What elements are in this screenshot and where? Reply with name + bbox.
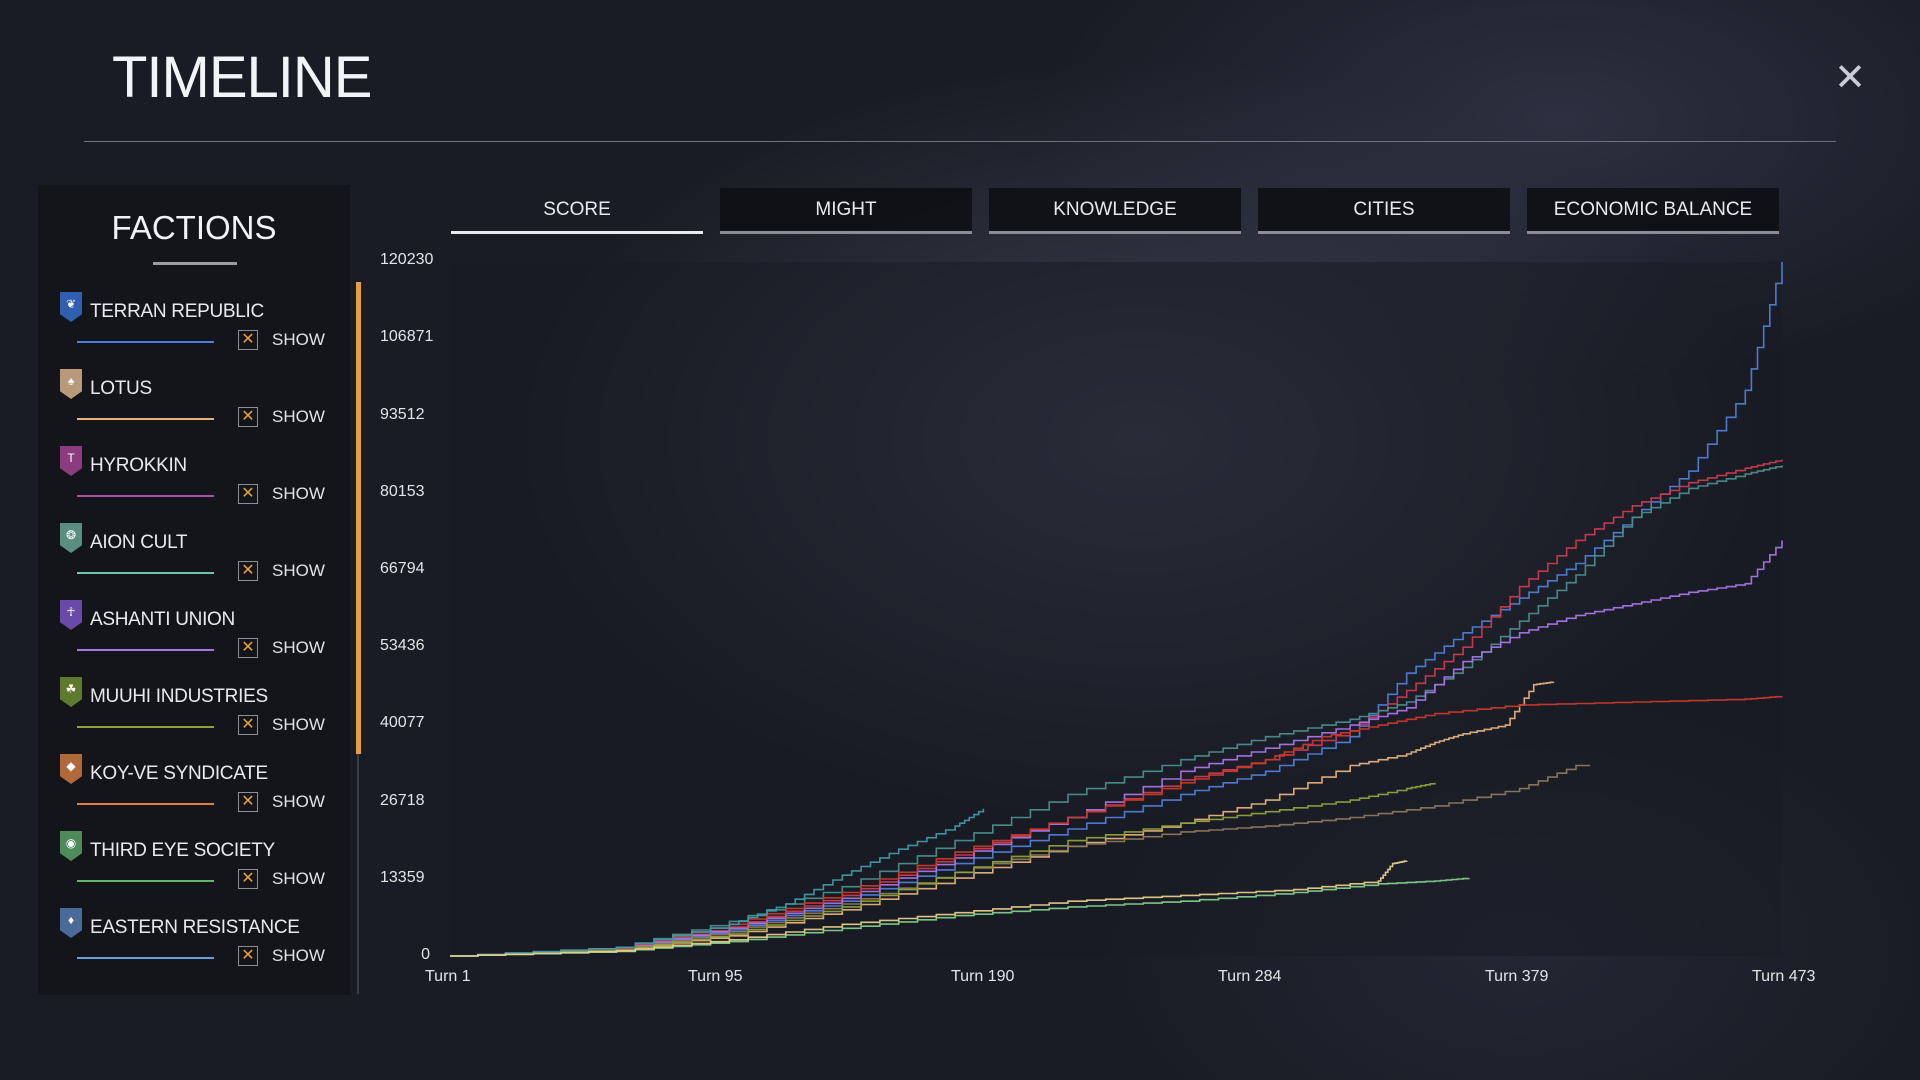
show-checkbox[interactable]: ✕ [238, 946, 258, 966]
show-label: SHOW [272, 946, 325, 965]
gear-icon: ☘ [60, 677, 82, 707]
series-line-9 [450, 877, 1470, 957]
faction-line-swatch [77, 572, 214, 574]
x-tick-label: Turn 190 [951, 968, 1015, 985]
series-line-5 [450, 695, 1783, 957]
faction-item: ☘ MUUHI INDUSTRIES ✕ SHOW [60, 677, 330, 753]
faction-item: T HYROKKIN ✕ SHOW [60, 446, 330, 522]
series-line-8 [450, 808, 985, 957]
lotus-icon: ♠ [60, 369, 82, 399]
faction-name: EASTERN RESISTANCE [90, 917, 300, 938]
faction-name: HYROKKIN [90, 455, 187, 476]
x-tick-label: Turn 379 [1485, 968, 1549, 985]
x-tick-label: Turn 1 [425, 968, 471, 985]
show-checkbox[interactable]: ✕ [238, 561, 258, 581]
y-tick-label: 0 [421, 946, 430, 963]
y-tick-label: 120230 [380, 251, 434, 269]
faction-line-swatch [77, 495, 214, 497]
x-tick-label: Turn 95 [688, 968, 743, 985]
show-label: SHOW [272, 869, 325, 888]
faction-item: ◉ THIRD EYE SOCIETY ✕ SHOW [60, 831, 330, 907]
series-line-0 [450, 262, 1783, 957]
show-checkbox[interactable]: ✕ [238, 638, 258, 658]
factions-title-underline [153, 262, 237, 265]
y-tick-label: 40077 [380, 714, 425, 732]
show-label: SHOW [272, 484, 325, 503]
diamond-icon: ◆ [60, 754, 82, 784]
faction-name: MUUHI INDUSTRIES [90, 686, 268, 707]
header-divider [84, 141, 1836, 142]
show-checkbox[interactable]: ✕ [238, 715, 258, 735]
tab-economic-balance[interactable]: ECONOMIC BALANCE [1527, 188, 1779, 234]
y-tick-label: 93512 [380, 405, 425, 423]
faction-name: TERRAN REPUBLIC [90, 301, 264, 322]
show-label: SHOW [272, 561, 325, 580]
close-icon[interactable]: ✕ [1834, 57, 1866, 99]
page-title: TIMELINE [112, 45, 372, 110]
faction-item: ♦ EASTERN RESISTANCE ✕ SHOW [60, 908, 330, 984]
show-checkbox[interactable]: ✕ [238, 484, 258, 504]
factions-title: FACTIONS [111, 209, 277, 246]
faction-line-swatch [77, 880, 214, 882]
faction-item: ◆ KOY-VE SYNDICATE ✕ SHOW [60, 754, 330, 830]
tab-score[interactable]: SCORE [451, 188, 703, 234]
faction-list-scrollbar-thumb[interactable] [356, 282, 361, 754]
torch-icon: ♦ [60, 908, 82, 938]
show-checkbox[interactable]: ✕ [238, 792, 258, 812]
wings-icon: ❦ [60, 292, 82, 322]
tab-cities[interactable]: CITIES [1258, 188, 1510, 234]
tab-might[interactable]: MIGHT [720, 188, 972, 234]
faction-name: THIRD EYE SOCIETY [90, 840, 275, 861]
factions-panel: FACTIONS ❦ TERRAN REPUBLIC ✕ SHOW ♠ LOTUS… [38, 185, 350, 995]
show-label: SHOW [272, 330, 325, 349]
faction-item: ❂ AION CULT ✕ SHOW [60, 523, 330, 599]
x-tick-label: Turn 284 [1218, 968, 1282, 985]
faction-line-swatch [77, 341, 214, 343]
faction-line-swatch [77, 726, 214, 728]
faction-line-swatch [77, 803, 214, 805]
show-label: SHOW [272, 715, 325, 734]
faction-name: ASHANTI UNION [90, 609, 235, 630]
plot-area [450, 262, 1782, 956]
faction-name: AION CULT [90, 532, 188, 553]
faction-line-swatch [77, 418, 214, 420]
series-line-2 [450, 465, 1783, 957]
faction-item: ❦ TERRAN REPUBLIC ✕ SHOW [60, 292, 330, 368]
x-tick-label: Turn 473 [1752, 968, 1816, 985]
series-line-3 [450, 540, 1783, 957]
series-line-10 [450, 860, 1408, 957]
y-tick-label: 26718 [380, 791, 425, 809]
faction-name: LOTUS [90, 378, 152, 399]
y-tick-label: 53436 [380, 637, 425, 655]
series-line-1 [450, 459, 1783, 957]
series-line-7 [450, 782, 1436, 957]
show-label: SHOW [272, 792, 325, 811]
y-tick-label: 66794 [380, 560, 425, 577]
tab-knowledge[interactable]: KNOWLEDGE [989, 188, 1241, 234]
faction-line-swatch [77, 957, 214, 959]
y-tick-label: 80153 [380, 482, 425, 500]
globe-icon: ❂ [60, 523, 82, 553]
show-label: SHOW [272, 407, 325, 426]
y-tick-label: 106871 [380, 328, 434, 346]
y-tick-label: 13359 [380, 868, 425, 886]
sword-icon: T [60, 446, 82, 476]
faction-item: ♠ LOTUS ✕ SHOW [60, 369, 330, 445]
series-line-6 [450, 764, 1591, 957]
eye-icon: ◉ [60, 831, 82, 861]
faction-item: ☥ ASHANTI UNION ✕ SHOW [60, 600, 330, 676]
faction-name: KOY-VE SYNDICATE [90, 763, 268, 784]
figure-icon: ☥ [60, 600, 82, 630]
show-label: SHOW [272, 638, 325, 657]
faction-line-swatch [77, 649, 214, 651]
show-checkbox[interactable]: ✕ [238, 330, 258, 350]
show-checkbox[interactable]: ✕ [238, 407, 258, 427]
show-checkbox[interactable]: ✕ [238, 869, 258, 889]
